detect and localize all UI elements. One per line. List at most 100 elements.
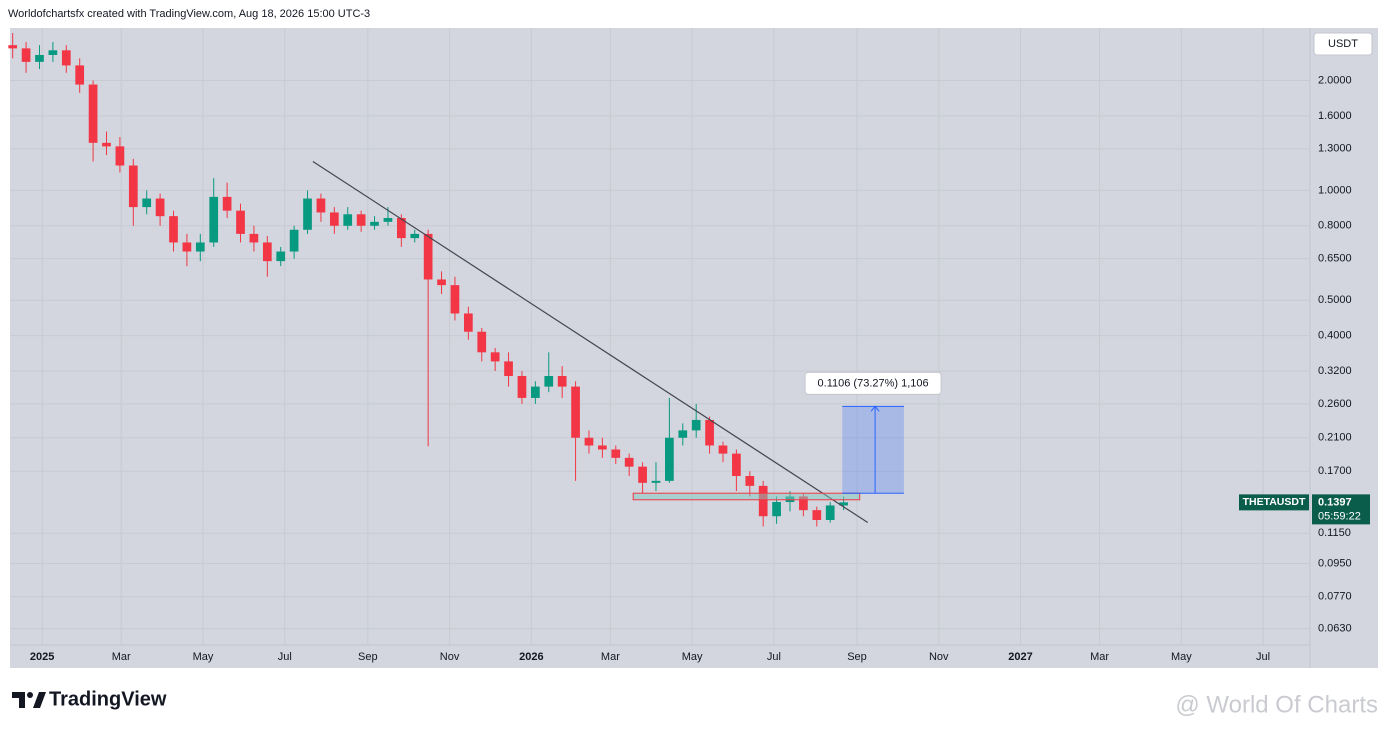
x-tick-label: 2025 bbox=[30, 651, 54, 663]
price-axis-background bbox=[1310, 28, 1378, 668]
candle-body bbox=[718, 445, 728, 454]
y-tick-label: 0.4000 bbox=[1318, 330, 1352, 342]
candle-body bbox=[142, 198, 152, 208]
trendline bbox=[312, 160, 869, 524]
y-tick-label: 0.0770 bbox=[1318, 591, 1352, 603]
price-tag-value: 0.1397 bbox=[1318, 496, 1352, 508]
support-zone bbox=[632, 492, 861, 501]
candle-body bbox=[839, 502, 848, 506]
candle-body bbox=[35, 54, 44, 62]
x-tick-label: Sep bbox=[358, 651, 378, 663]
brand-logo bbox=[12, 692, 46, 708]
y-tick-label: 1.6000 bbox=[1318, 110, 1352, 122]
x-tick-label: Jul bbox=[767, 651, 781, 663]
x-tick-label: Mar bbox=[601, 651, 620, 663]
y-tick-label: 0.3200 bbox=[1318, 365, 1352, 377]
price-tag bbox=[1312, 494, 1370, 525]
plot-background bbox=[10, 28, 1310, 668]
projection-label-box bbox=[804, 371, 942, 395]
x-tick-label: May bbox=[1171, 651, 1192, 663]
candle-body bbox=[61, 50, 71, 66]
candle-body bbox=[128, 165, 138, 208]
candle-body bbox=[624, 457, 634, 467]
candle-body bbox=[611, 449, 621, 458]
symbol-tag-label: THETAUSDT bbox=[1243, 496, 1306, 508]
projection-box bbox=[842, 406, 904, 494]
price-tag-countdown: 05:59:22 bbox=[1318, 510, 1361, 522]
candle-body bbox=[799, 496, 808, 511]
chart-title: Worldofchartsfx created with TradingView… bbox=[8, 8, 370, 20]
watermark: @ World Of Charts bbox=[1175, 691, 1378, 718]
candle-body bbox=[329, 212, 339, 226]
currency-label[interactable]: USDT bbox=[1328, 38, 1358, 50]
candle-body bbox=[490, 352, 500, 362]
candle-body bbox=[289, 229, 299, 252]
brand-name: TradingView bbox=[49, 688, 167, 710]
candle-body bbox=[544, 376, 554, 387]
candle-body bbox=[370, 221, 379, 226]
candle-body bbox=[423, 233, 433, 280]
candle-body bbox=[812, 510, 822, 520]
x-tick-label: Sep bbox=[847, 651, 867, 663]
candle-body bbox=[169, 216, 178, 243]
candle-body bbox=[8, 45, 18, 49]
candle-body bbox=[155, 198, 165, 217]
candle-body bbox=[316, 198, 326, 213]
candle-body bbox=[772, 502, 781, 517]
candle-body bbox=[343, 214, 353, 226]
candle-body bbox=[638, 466, 647, 483]
y-tick-label: 1.3000 bbox=[1318, 143, 1352, 155]
candle-body bbox=[691, 419, 701, 431]
candle-body bbox=[396, 218, 406, 239]
candle-body bbox=[195, 242, 205, 252]
y-tick-label: 1.0000 bbox=[1318, 184, 1352, 196]
y-tick-label: 0.6500 bbox=[1318, 253, 1352, 265]
candle-body bbox=[825, 505, 835, 520]
candle-body bbox=[584, 437, 594, 446]
candle-body bbox=[209, 196, 219, 243]
y-tick-label: 0.1150 bbox=[1318, 527, 1351, 539]
candle-body bbox=[303, 198, 312, 230]
candle-body bbox=[477, 331, 487, 353]
candle-body bbox=[678, 430, 688, 438]
candle-body bbox=[531, 386, 540, 398]
candle-body bbox=[115, 146, 125, 166]
currency-button[interactable] bbox=[1313, 32, 1373, 56]
x-tick-label: 2027 bbox=[1008, 651, 1032, 663]
x-tick-label: Jul bbox=[1256, 651, 1270, 663]
candle-body bbox=[705, 419, 714, 446]
candle-body bbox=[356, 214, 366, 226]
x-tick-label: 2026 bbox=[519, 651, 543, 663]
x-tick-label: Nov bbox=[929, 651, 949, 663]
candle-body bbox=[383, 218, 393, 222]
x-tick-label: Mar bbox=[112, 651, 131, 663]
candle-body bbox=[598, 445, 607, 450]
candle-body bbox=[450, 285, 460, 314]
y-tick-label: 2.0000 bbox=[1318, 74, 1352, 86]
labels: 2.0000 1.6000 1.3000 1.0000 0.8000 0.6500 0.50… bbox=[30, 74, 1370, 663]
candle-body bbox=[504, 361, 513, 377]
candle-body bbox=[236, 210, 245, 234]
candle-body bbox=[758, 485, 768, 517]
projection-label: 0.1106 (73.27%) 1,106 bbox=[818, 377, 929, 389]
x-tick-label: Mar bbox=[1090, 651, 1109, 663]
candle-body bbox=[517, 376, 527, 398]
symbol-tag bbox=[1239, 494, 1309, 511]
candle-body bbox=[557, 376, 567, 387]
candle-body bbox=[732, 453, 741, 476]
candle-body bbox=[437, 279, 446, 286]
y-tick-label: 0.2600 bbox=[1318, 398, 1352, 410]
candle-body bbox=[665, 437, 674, 481]
candle-body bbox=[222, 196, 232, 211]
y-tick-label: 0.0630 bbox=[1318, 622, 1352, 634]
y-tick-label: 0.5000 bbox=[1318, 294, 1352, 306]
x-tick-label: Nov bbox=[440, 651, 460, 663]
candle-body bbox=[21, 48, 31, 62]
projection-arrow-head bbox=[870, 405, 880, 412]
y-tick-label: 0.0950 bbox=[1318, 557, 1352, 569]
candle-body bbox=[249, 233, 259, 243]
candle-body bbox=[745, 475, 755, 486]
candle-body bbox=[571, 386, 580, 438]
